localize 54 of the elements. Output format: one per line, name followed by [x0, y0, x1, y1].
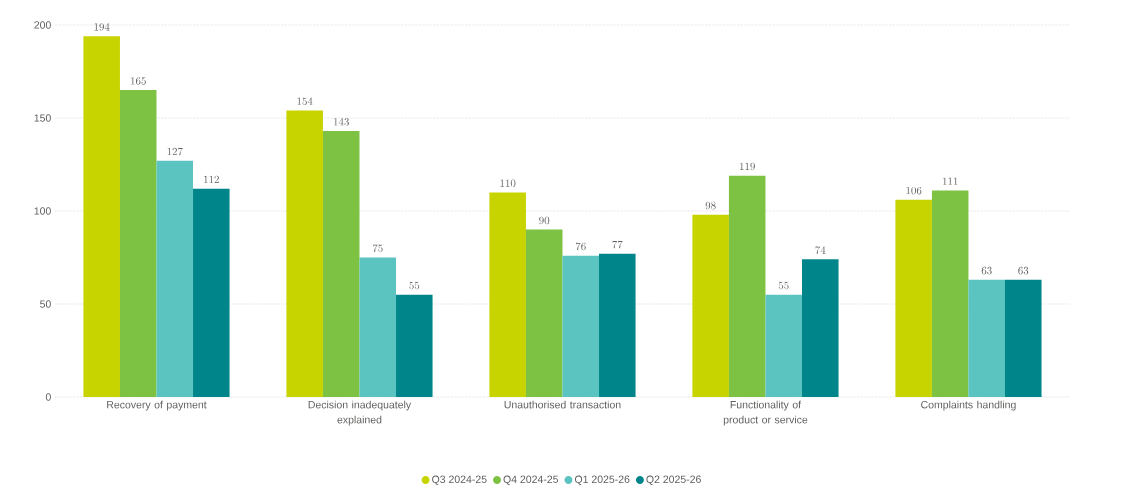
bar: [599, 253, 636, 397]
bar: [83, 36, 120, 397]
bar: [119, 90, 157, 397]
legend-label: Q4 2024-25: [503, 475, 559, 485]
bar: [1005, 279, 1042, 397]
data-label: 143: [334, 117, 349, 126]
y-tick-label: 200: [34, 21, 51, 29]
data-label: 90: [539, 216, 550, 225]
bar: [728, 175, 766, 397]
y-tick-label: 100: [34, 207, 51, 215]
legend-label: Q3 2024-25: [432, 475, 487, 485]
y-tick-label: 0: [45, 393, 51, 401]
bar: [692, 214, 729, 397]
bar: [765, 294, 803, 397]
data-label: 154: [297, 97, 313, 106]
bar: [359, 257, 397, 397]
bar: [286, 110, 323, 397]
x-tick-label: Unauthorised transaction: [504, 400, 621, 409]
y-tick-label: 150: [34, 114, 51, 122]
data-label: 55: [409, 281, 420, 290]
bar: [525, 229, 563, 397]
data-label: 106: [906, 186, 922, 195]
x-tick-label: Complaints handling: [921, 400, 1016, 411]
x-tick-label: Recovery of payment: [107, 400, 207, 411]
bar: [489, 192, 526, 397]
bar: [802, 259, 839, 397]
bar: [895, 199, 932, 397]
x-tick-label: Functionality of product or service: [723, 400, 808, 426]
data-label: 76: [575, 242, 586, 251]
data-label: 119: [739, 162, 755, 171]
bar: [156, 160, 194, 397]
data-label: 194: [94, 23, 110, 31]
data-label: 127: [167, 147, 183, 156]
bar: [562, 255, 600, 397]
data-label: 63: [981, 266, 992, 275]
bar: [968, 279, 1005, 397]
data-label: 77: [612, 240, 623, 249]
bar: [396, 294, 433, 397]
legend-label: Q1 2025-26: [574, 475, 630, 485]
data-label: 55: [778, 281, 789, 290]
bar: [193, 188, 230, 397]
data-label: 112: [204, 175, 219, 183]
bar: [322, 131, 360, 397]
bar: [931, 190, 969, 397]
data-label: 110: [500, 179, 516, 187]
legend-label: Q2 2025-26: [646, 475, 701, 485]
x-tick-label: Decision inadequately explained: [308, 400, 412, 426]
data-label: 75: [372, 244, 383, 253]
y-tick-label: 50: [40, 300, 51, 308]
data-label: 111: [942, 177, 958, 185]
data-label: 63: [1018, 266, 1029, 275]
data-label: 74: [815, 246, 826, 254]
data-label: 98: [705, 201, 716, 210]
data-label: 165: [131, 77, 146, 85]
